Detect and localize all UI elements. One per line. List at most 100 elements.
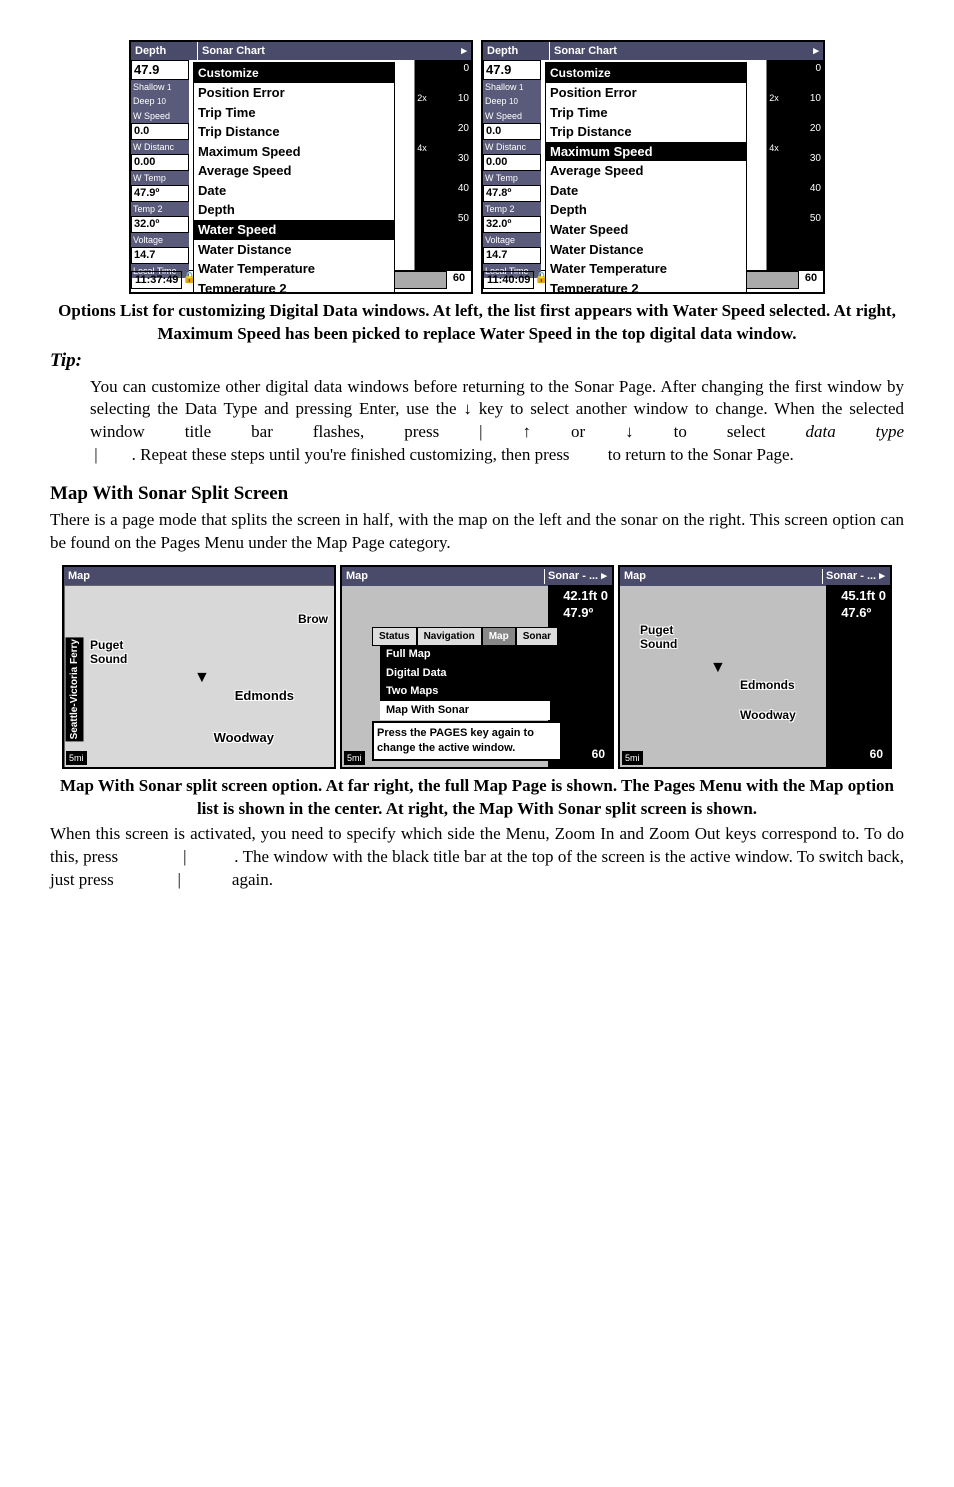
customize-option[interactable]: Water Distance bbox=[194, 240, 394, 260]
val-wdist: 0.00 bbox=[131, 154, 189, 171]
sonar-title: Sonar - ... ▸ bbox=[822, 569, 886, 584]
customize-option[interactable]: Maximum Speed bbox=[546, 142, 746, 162]
customize-option[interactable]: Average Speed bbox=[546, 161, 746, 181]
label-brow: Brow bbox=[298, 611, 328, 627]
tab-sonar[interactable]: Sonar bbox=[516, 627, 558, 647]
arrow-icon: ▸ bbox=[879, 570, 885, 582]
titlebar-arrow-icon[interactable]: ▸ bbox=[809, 42, 823, 60]
tip-datatype: data type bbox=[805, 422, 904, 441]
label-wtemp: W Temp bbox=[131, 171, 189, 185]
arrow-icon: ▸ bbox=[601, 570, 607, 582]
section-heading: Map With Sonar Split Screen bbox=[50, 481, 904, 507]
customize-option[interactable]: Temperature 2 bbox=[194, 279, 394, 294]
customize-dropdown[interactable]: Customize Position ErrorTrip TimeTrip Di… bbox=[193, 62, 395, 294]
scale-0: 0 bbox=[815, 62, 821, 76]
depth-readout: 45.1ft 0 47.6º bbox=[841, 587, 886, 622]
sonar-title: Sonar - ... ▸ bbox=[544, 569, 608, 584]
tip-text-4: | . Repeat these steps until you're fini… bbox=[90, 445, 794, 464]
label-edmonds: Edmonds bbox=[235, 687, 294, 705]
menu-full-map[interactable]: Full Map bbox=[380, 645, 550, 664]
scale-10: 10 bbox=[810, 92, 821, 106]
map-title: Map bbox=[68, 569, 330, 584]
customize-option[interactable]: Trip Time bbox=[194, 103, 394, 123]
label-wspeed: W Speed bbox=[131, 109, 189, 123]
menu-map-with-sonar[interactable]: Map With Sonar bbox=[380, 701, 550, 720]
caption-2: Map With Sonar split screen option. At f… bbox=[50, 775, 904, 821]
depth-value: 47.9 bbox=[131, 60, 189, 80]
map-scale: 5mi bbox=[66, 751, 87, 765]
titlebar-sonar: Sonar Chart bbox=[549, 42, 809, 60]
menu-digital-data[interactable]: Digital Data bbox=[380, 664, 550, 683]
tip-keys-1: | ↑ or ↓ bbox=[479, 422, 633, 441]
customize-option[interactable]: Trip Distance bbox=[546, 122, 746, 142]
customize-option[interactable]: Water Temperature bbox=[546, 259, 746, 279]
depth-value: 47.9 bbox=[483, 60, 541, 80]
customize-option[interactable]: Water Speed bbox=[194, 220, 394, 240]
customize-option[interactable]: Water Speed bbox=[546, 220, 746, 240]
tab-status[interactable]: Status bbox=[372, 627, 417, 647]
titlebar-arrow-icon[interactable]: ▸ bbox=[457, 42, 471, 60]
sonar-scale-60: 60 bbox=[589, 745, 608, 763]
customize-option[interactable]: Position Error bbox=[194, 83, 394, 103]
left-data-column: 47.9 Shallow 1 Deep 10 W Speed 0.0 W Dis… bbox=[483, 60, 541, 270]
tip-text-3: to select bbox=[674, 422, 806, 441]
map-menu[interactable]: Full Map Digital Data Two Maps Map With … bbox=[380, 645, 550, 720]
label-voltage: Voltage bbox=[131, 233, 189, 247]
customize-option[interactable]: Depth bbox=[194, 200, 394, 220]
scale-0: 0 bbox=[463, 62, 469, 76]
label-sound: Sound bbox=[640, 636, 677, 652]
customize-option[interactable]: Trip Time bbox=[546, 103, 746, 123]
scale-50: 50 bbox=[810, 212, 821, 226]
scale-20: 20 bbox=[458, 122, 469, 136]
customize-option[interactable]: Date bbox=[194, 181, 394, 201]
customize-option[interactable]: Water Distance bbox=[546, 240, 746, 260]
tabs-row: Status Navigation Map Sonar bbox=[372, 627, 558, 647]
label-voltage: Voltage bbox=[483, 233, 541, 247]
val-temp2: 32.0º bbox=[483, 216, 541, 233]
tab-map[interactable]: Map bbox=[482, 627, 516, 647]
label-woodway: Woodway bbox=[740, 707, 796, 723]
val-voltage: 14.7 bbox=[131, 247, 189, 264]
scale-40: 40 bbox=[458, 182, 469, 196]
customize-option[interactable]: Maximum Speed bbox=[194, 142, 394, 162]
paragraph-2: When this screen is activated, you need … bbox=[50, 823, 904, 892]
customize-option[interactable]: Average Speed bbox=[194, 161, 394, 181]
nav-arrow-icon: ▼ bbox=[194, 667, 210, 689]
val-wspeed: 0.0 bbox=[483, 123, 541, 140]
customize-header: Customize bbox=[194, 63, 394, 83]
sonar-screenshots-row: Depth Sonar Chart ▸ 47.9 Shallow 1 Deep … bbox=[50, 40, 904, 294]
depth-readout: 42.1ft 0 47.9º bbox=[563, 587, 608, 622]
map-scale: 5mi bbox=[622, 751, 643, 765]
label-sound: Sound bbox=[90, 651, 127, 667]
customize-option[interactable]: Depth bbox=[546, 200, 746, 220]
val-temp2: 32.0º bbox=[131, 216, 189, 233]
customize-option[interactable]: Trip Distance bbox=[194, 122, 394, 142]
map-screenshots-row: Map Puget Sound Brow Edmonds Woodway Sea… bbox=[50, 565, 904, 769]
customize-option[interactable]: Water Temperature bbox=[194, 259, 394, 279]
map-screenshot-left: Map Puget Sound Brow Edmonds Woodway Sea… bbox=[62, 565, 336, 769]
tip-heading: Tip: bbox=[50, 348, 904, 374]
scale-40: 40 bbox=[810, 182, 821, 196]
val-wtemp: 47.8º bbox=[483, 185, 541, 202]
map-screenshot-right: Map Sonar - ... ▸ 45.1ft 0 47.6º Puget S… bbox=[618, 565, 892, 769]
titlebar: Depth Sonar Chart ▸ bbox=[131, 42, 471, 60]
tab-navigation[interactable]: Navigation bbox=[417, 627, 482, 647]
customize-header: Customize bbox=[546, 63, 746, 83]
val-wspeed: 0.0 bbox=[131, 123, 189, 140]
scale-30: 30 bbox=[810, 152, 821, 166]
map-title: Map bbox=[624, 569, 822, 584]
customize-dropdown[interactable]: Customize Position ErrorTrip TimeTrip Di… bbox=[545, 62, 747, 294]
customize-option[interactable]: Position Error bbox=[546, 83, 746, 103]
scale-10: 10 bbox=[458, 92, 469, 106]
customize-option[interactable]: Temperature 2 bbox=[546, 279, 746, 294]
bottom-scale: 60 bbox=[799, 271, 823, 289]
label-wtemp: W Temp bbox=[483, 171, 541, 185]
menu-two-maps[interactable]: Two Maps bbox=[380, 682, 550, 701]
customize-option[interactable]: Date bbox=[546, 181, 746, 201]
label-shallow: Shallow 1 bbox=[483, 80, 541, 95]
map-title: Map bbox=[346, 569, 544, 584]
label-deep: Deep 10 bbox=[483, 94, 541, 109]
label-deep: Deep 10 bbox=[131, 94, 189, 109]
sonar-scale-60: 60 bbox=[867, 745, 886, 763]
map-scale: 5mi bbox=[344, 751, 365, 765]
